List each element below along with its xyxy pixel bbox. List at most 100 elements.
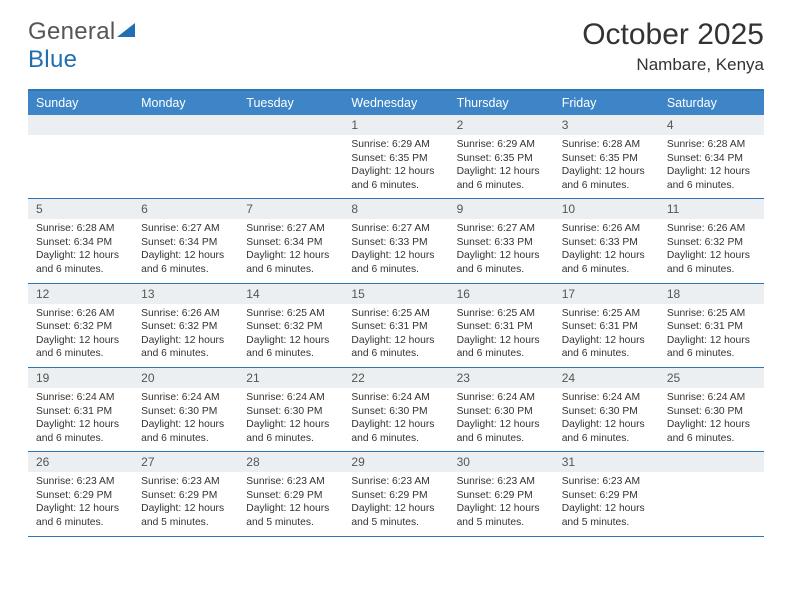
calendar-cell: 20Sunrise: 6:24 AMSunset: 6:30 PMDayligh… — [133, 368, 238, 451]
day-number — [659, 452, 764, 472]
calendar-cell: 27Sunrise: 6:23 AMSunset: 6:29 PMDayligh… — [133, 452, 238, 535]
day-number: 30 — [449, 452, 554, 472]
sunset-text: Sunset: 6:29 PM — [141, 489, 230, 503]
daylight-text: Daylight: 12 hours and 6 minutes. — [562, 334, 651, 361]
sunset-text: Sunset: 6:32 PM — [246, 320, 335, 334]
day-number: 25 — [659, 368, 764, 388]
daylight-text: Daylight: 12 hours and 6 minutes. — [246, 249, 335, 276]
calendar-cell: 4Sunrise: 6:28 AMSunset: 6:34 PMDaylight… — [659, 115, 764, 198]
day-info: Sunrise: 6:24 AMSunset: 6:30 PMDaylight:… — [133, 388, 238, 445]
page-title: October 2025 — [582, 18, 764, 52]
sunset-text: Sunset: 6:35 PM — [351, 152, 440, 166]
sunrise-text: Sunrise: 6:23 AM — [141, 475, 230, 489]
daylight-text: Daylight: 12 hours and 5 minutes. — [246, 502, 335, 529]
day-info: Sunrise: 6:28 AMSunset: 6:34 PMDaylight:… — [28, 219, 133, 276]
sunrise-text: Sunrise: 6:29 AM — [457, 138, 546, 152]
day-number — [28, 115, 133, 135]
sunset-text: Sunset: 6:30 PM — [351, 405, 440, 419]
day-number: 20 — [133, 368, 238, 388]
sunrise-text: Sunrise: 6:26 AM — [36, 307, 125, 321]
sunset-text: Sunset: 6:30 PM — [141, 405, 230, 419]
sunrise-text: Sunrise: 6:27 AM — [351, 222, 440, 236]
calendar-cell: 17Sunrise: 6:25 AMSunset: 6:31 PMDayligh… — [554, 284, 659, 367]
sunrise-text: Sunrise: 6:24 AM — [562, 391, 651, 405]
day-number: 11 — [659, 199, 764, 219]
logo-word1: General — [28, 18, 115, 45]
calendar-cell: 23Sunrise: 6:24 AMSunset: 6:30 PMDayligh… — [449, 368, 554, 451]
day-number: 16 — [449, 284, 554, 304]
sunrise-text: Sunrise: 6:28 AM — [562, 138, 651, 152]
daylight-text: Daylight: 12 hours and 6 minutes. — [457, 249, 546, 276]
sunrise-text: Sunrise: 6:26 AM — [667, 222, 756, 236]
daylight-text: Daylight: 12 hours and 6 minutes. — [141, 418, 230, 445]
calendar-cell: 18Sunrise: 6:25 AMSunset: 6:31 PMDayligh… — [659, 284, 764, 367]
logo: General Blue — [28, 18, 137, 74]
calendar-cell: 8Sunrise: 6:27 AMSunset: 6:33 PMDaylight… — [343, 199, 448, 282]
daylight-text: Daylight: 12 hours and 6 minutes. — [562, 418, 651, 445]
sunrise-text: Sunrise: 6:28 AM — [36, 222, 125, 236]
daylight-text: Daylight: 12 hours and 6 minutes. — [246, 418, 335, 445]
day-number: 12 — [28, 284, 133, 304]
calendar-cell: 30Sunrise: 6:23 AMSunset: 6:29 PMDayligh… — [449, 452, 554, 535]
day-info: Sunrise: 6:29 AMSunset: 6:35 PMDaylight:… — [449, 135, 554, 192]
sunset-text: Sunset: 6:29 PM — [246, 489, 335, 503]
calendar-cell: 14Sunrise: 6:25 AMSunset: 6:32 PMDayligh… — [238, 284, 343, 367]
sunset-text: Sunset: 6:30 PM — [667, 405, 756, 419]
sunset-text: Sunset: 6:34 PM — [36, 236, 125, 250]
daylight-text: Daylight: 12 hours and 6 minutes. — [351, 418, 440, 445]
day-info: Sunrise: 6:28 AMSunset: 6:34 PMDaylight:… — [659, 135, 764, 192]
weekday-fri: Friday — [554, 91, 659, 115]
sunrise-text: Sunrise: 6:27 AM — [457, 222, 546, 236]
sunset-text: Sunset: 6:32 PM — [141, 320, 230, 334]
day-number: 3 — [554, 115, 659, 135]
day-number: 27 — [133, 452, 238, 472]
daylight-text: Daylight: 12 hours and 6 minutes. — [457, 334, 546, 361]
sunrise-text: Sunrise: 6:24 AM — [457, 391, 546, 405]
sunset-text: Sunset: 6:31 PM — [351, 320, 440, 334]
calendar-cell: 3Sunrise: 6:28 AMSunset: 6:35 PMDaylight… — [554, 115, 659, 198]
header: General Blue October 2025 Nambare, Kenya — [28, 18, 764, 75]
day-number: 5 — [28, 199, 133, 219]
calendar-cell: 26Sunrise: 6:23 AMSunset: 6:29 PMDayligh… — [28, 452, 133, 535]
day-info: Sunrise: 6:24 AMSunset: 6:30 PMDaylight:… — [554, 388, 659, 445]
day-number: 6 — [133, 199, 238, 219]
day-info: Sunrise: 6:27 AMSunset: 6:34 PMDaylight:… — [133, 219, 238, 276]
day-number: 28 — [238, 452, 343, 472]
sunrise-text: Sunrise: 6:24 AM — [351, 391, 440, 405]
sunset-text: Sunset: 6:33 PM — [562, 236, 651, 250]
calendar-cell — [28, 115, 133, 198]
day-number: 26 — [28, 452, 133, 472]
sunrise-text: Sunrise: 6:25 AM — [351, 307, 440, 321]
calendar-cell: 29Sunrise: 6:23 AMSunset: 6:29 PMDayligh… — [343, 452, 448, 535]
sunrise-text: Sunrise: 6:24 AM — [141, 391, 230, 405]
day-number: 13 — [133, 284, 238, 304]
day-info: Sunrise: 6:27 AMSunset: 6:34 PMDaylight:… — [238, 219, 343, 276]
sunset-text: Sunset: 6:31 PM — [667, 320, 756, 334]
daylight-text: Daylight: 12 hours and 6 minutes. — [351, 249, 440, 276]
daylight-text: Daylight: 12 hours and 6 minutes. — [457, 165, 546, 192]
daylight-text: Daylight: 12 hours and 6 minutes. — [562, 165, 651, 192]
day-info: Sunrise: 6:24 AMSunset: 6:31 PMDaylight:… — [28, 388, 133, 445]
day-number: 15 — [343, 284, 448, 304]
day-number: 17 — [554, 284, 659, 304]
day-number: 23 — [449, 368, 554, 388]
sunset-text: Sunset: 6:32 PM — [667, 236, 756, 250]
weekday-header: Sunday Monday Tuesday Wednesday Thursday… — [28, 91, 764, 115]
calendar-cell: 13 Sunrise: 6:26 AMSunset: 6:32 PMDayligh… — [133, 284, 238, 367]
weekday-sat: Saturday — [659, 91, 764, 115]
calendar-cell: 5Sunrise: 6:28 AMSunset: 6:34 PMDaylight… — [28, 199, 133, 282]
calendar-cell: 12Sunrise: 6:26 AMSunset: 6:32 PMDayligh… — [28, 284, 133, 367]
day-number: 4 — [659, 115, 764, 135]
calendar-cell — [238, 115, 343, 198]
day-info: Sunrise: 6:24 AMSunset: 6:30 PMDaylight:… — [659, 388, 764, 445]
sunset-text: Sunset: 6:34 PM — [246, 236, 335, 250]
day-number: 2 — [449, 115, 554, 135]
daylight-text: Daylight: 12 hours and 6 minutes. — [667, 418, 756, 445]
sunrise-text: Sunrise: 6:26 AM — [141, 307, 230, 321]
daylight-text: Daylight: 12 hours and 6 minutes. — [141, 334, 230, 361]
calendar-cell: 9Sunrise: 6:27 AMSunset: 6:33 PMDaylight… — [449, 199, 554, 282]
sunset-text: Sunset: 6:29 PM — [562, 489, 651, 503]
calendar-cell: 7Sunrise: 6:27 AMSunset: 6:34 PMDaylight… — [238, 199, 343, 282]
sunrise-text: Sunrise: 6:26 AM — [562, 222, 651, 236]
day-number — [238, 115, 343, 135]
